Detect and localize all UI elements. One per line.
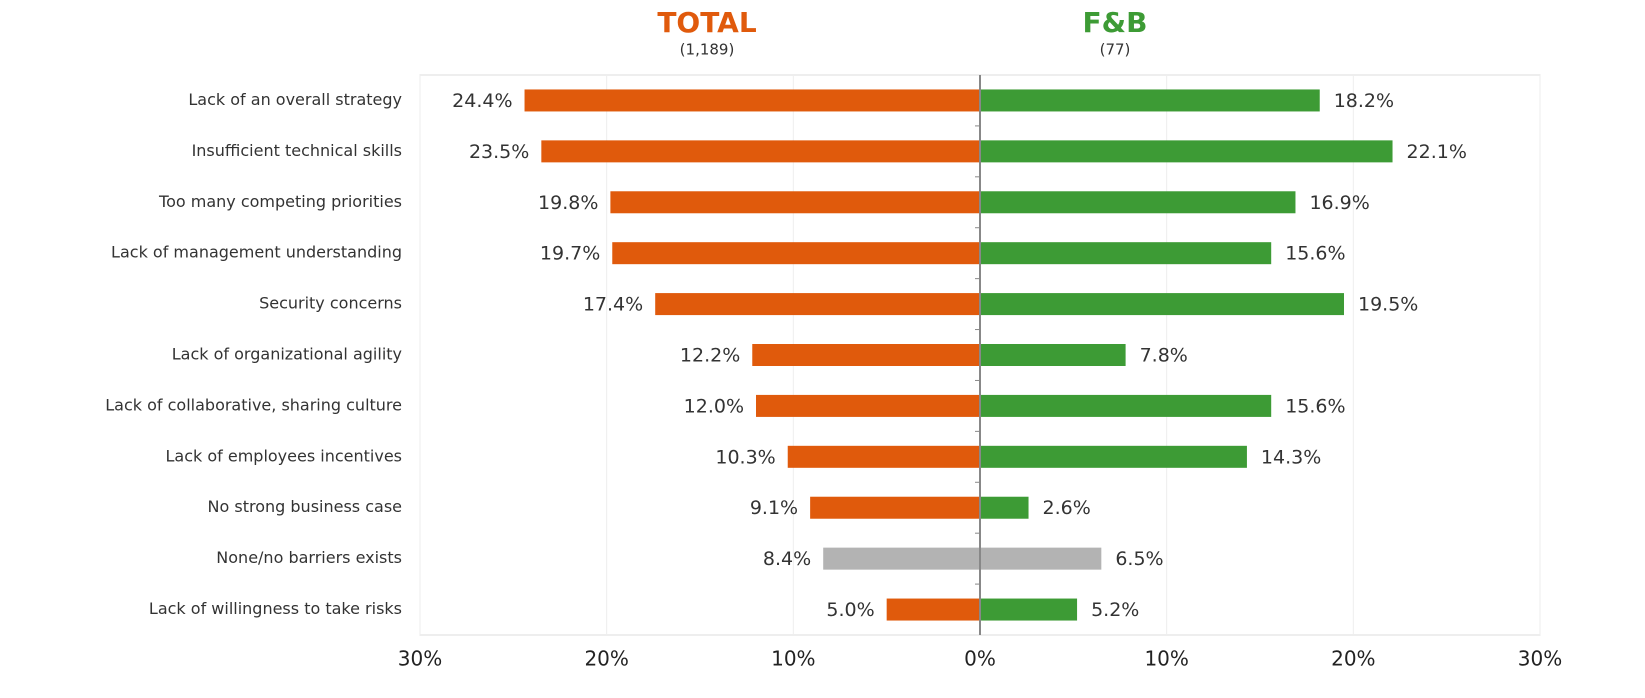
category-label: Lack of collaborative, sharing culture <box>105 395 402 414</box>
bar <box>980 496 1029 519</box>
value-label: 12.0% <box>684 395 744 417</box>
bar <box>787 445 980 468</box>
value-label: 10.3% <box>715 446 775 468</box>
category-label: Security concerns <box>259 294 402 313</box>
category-label: Lack of management understanding <box>111 243 402 262</box>
value-label: 22.1% <box>1407 141 1467 163</box>
bar <box>980 293 1344 316</box>
value-label: 19.5% <box>1358 294 1418 316</box>
value-label: 5.2% <box>1091 599 1139 621</box>
value-label: 24.4% <box>452 90 512 112</box>
value-label: 14.3% <box>1261 446 1321 468</box>
value-label: 17.4% <box>583 294 643 316</box>
category-label: Lack of organizational agility <box>172 345 402 364</box>
category-label: Lack of employees incentives <box>165 446 402 465</box>
series-title: TOTAL <box>657 6 756 39</box>
category-label: None/no barriers exists <box>216 548 402 567</box>
category-label: Lack of willingness to take risks <box>149 599 402 618</box>
value-label: 7.8% <box>1140 345 1188 367</box>
bar <box>980 344 1126 366</box>
value-label: 16.9% <box>1309 192 1369 214</box>
x-tick-label: 30% <box>398 647 442 671</box>
value-label: 5.0% <box>826 599 874 621</box>
category-label: No strong business case <box>208 497 402 516</box>
bar <box>980 445 1247 468</box>
bar <box>886 598 980 621</box>
series-title: F&B <box>1083 6 1148 39</box>
series-base: (1,189) <box>680 41 735 59</box>
value-label: 15.6% <box>1285 243 1345 265</box>
bar <box>980 394 1272 417</box>
value-label: 8.4% <box>763 548 811 570</box>
value-label: 19.8% <box>538 192 598 214</box>
bar <box>980 140 1393 163</box>
category-label: Insufficient technical skills <box>192 141 402 160</box>
category-label: Lack of an overall strategy <box>188 90 402 109</box>
bar <box>612 242 980 265</box>
x-tick-label: 30% <box>1518 647 1562 671</box>
bar <box>610 191 980 214</box>
value-label: 2.6% <box>1043 497 1091 519</box>
x-tick-label: 10% <box>1144 647 1188 671</box>
bar <box>980 598 1078 621</box>
value-label: 18.2% <box>1334 90 1394 112</box>
bar <box>541 140 980 163</box>
x-tick-label: 0% <box>964 647 996 671</box>
category-label: Too many competing priorities <box>158 192 402 211</box>
x-tick-label: 20% <box>1331 647 1375 671</box>
value-label: 23.5% <box>469 141 529 163</box>
bar <box>752 344 980 366</box>
bar <box>980 191 1296 214</box>
value-label: 19.7% <box>540 243 600 265</box>
value-label: 15.6% <box>1285 395 1345 417</box>
bar <box>655 293 980 316</box>
series-base: (77) <box>1100 41 1131 59</box>
bar <box>756 394 980 417</box>
value-label: 6.5% <box>1115 548 1163 570</box>
x-tick-label: 10% <box>771 647 815 671</box>
bar <box>823 547 980 570</box>
bar <box>524 89 980 112</box>
bar <box>810 496 980 519</box>
bar <box>980 89 1320 112</box>
x-tick-label: 20% <box>584 647 628 671</box>
value-label: 9.1% <box>750 497 798 519</box>
bar <box>980 242 1272 265</box>
value-label: 12.2% <box>680 345 740 367</box>
bar <box>980 547 1102 570</box>
